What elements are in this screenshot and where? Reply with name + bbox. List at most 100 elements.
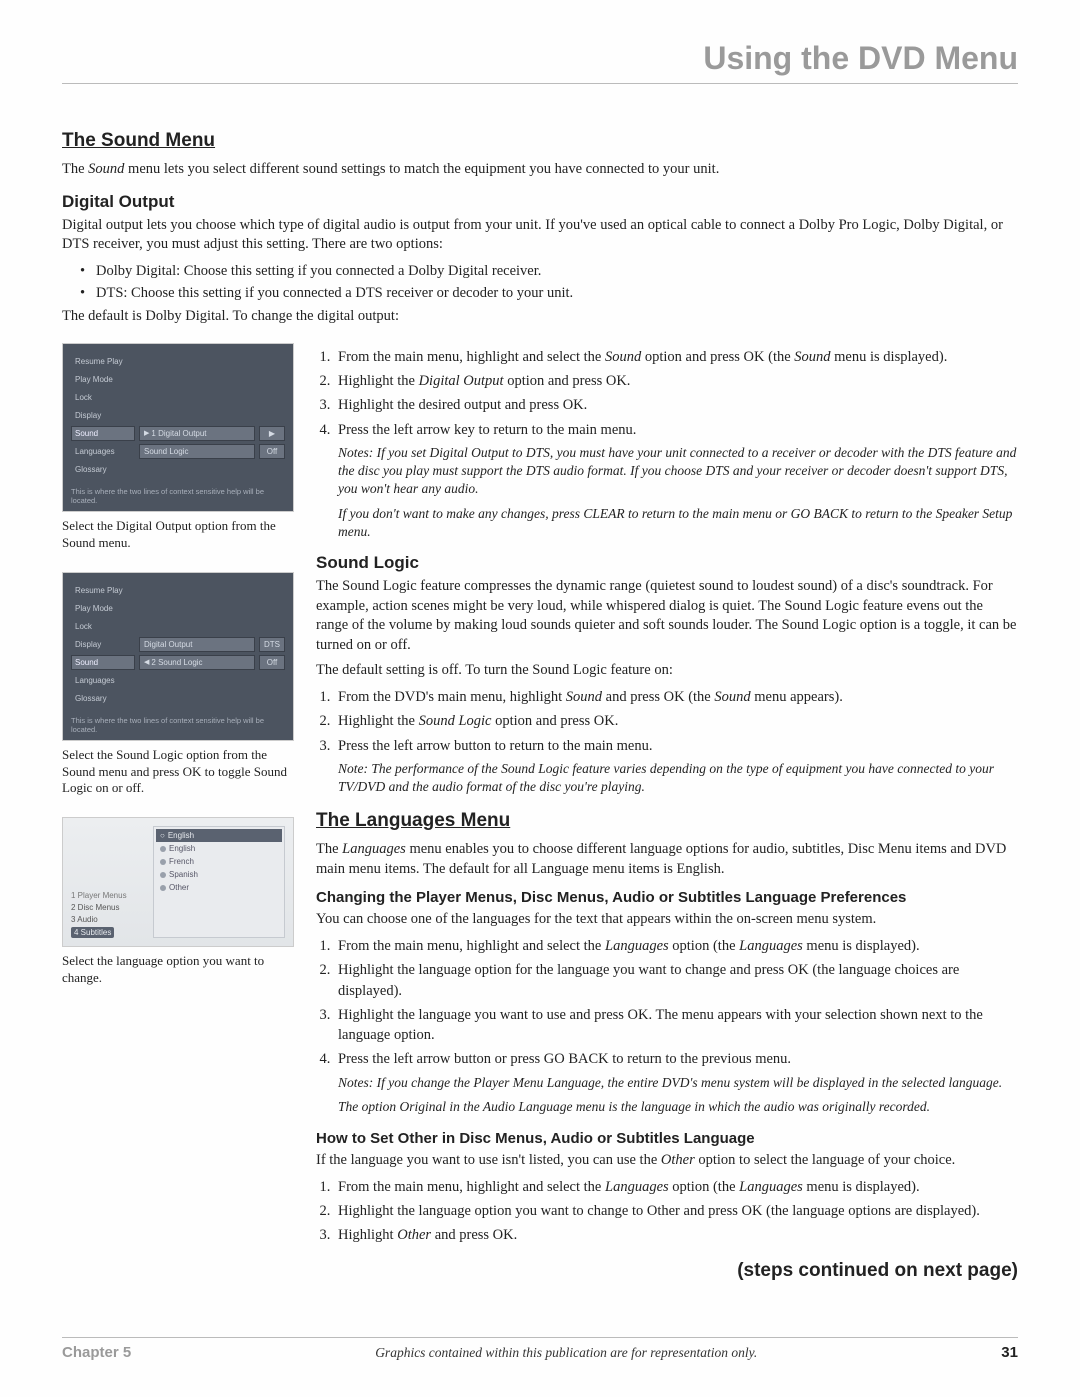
t: option (the [669, 938, 739, 954]
t: Languages [342, 841, 406, 857]
opt: ◀2 Sound Logic [139, 655, 255, 670]
step: From the main menu, highlight and select… [334, 347, 1018, 367]
other-lang-heading: How to Set Other in Disc Menus, Audio or… [316, 1130, 1018, 1147]
t: Sound Logic [419, 713, 492, 729]
t: English [168, 831, 194, 840]
t: Highlight [338, 1227, 397, 1243]
m-sel: Sound [71, 655, 135, 670]
caption-digital: Select the Digital Output option from th… [62, 518, 294, 552]
m: Glossary [71, 691, 135, 706]
t: The [62, 161, 88, 177]
screenshot-languages: 1 Player Menus 2 Disc Menus 3 Audio 4 Su… [62, 817, 294, 947]
t: Highlight the [338, 713, 419, 729]
opt: Other [156, 881, 282, 894]
m: Display [71, 637, 135, 652]
t: and press OK. [431, 1227, 517, 1243]
t: option (the [669, 1179, 739, 1195]
page-footer: Chapter 5 Graphics contained within this… [62, 1337, 1018, 1361]
lang-p2: You can choose one of the languages for … [316, 910, 1018, 930]
m: Languages [71, 673, 135, 688]
logic-p2: The default setting is off. To turn the … [316, 661, 1018, 681]
opt: Digital Output [139, 637, 255, 652]
step: From the DVD's main menu, highlight Soun… [334, 687, 1018, 707]
val: Off [259, 444, 285, 459]
step: Highlight the language option you want t… [334, 1201, 1018, 1221]
t: Languages [605, 1179, 669, 1195]
m: Resume Play [71, 354, 135, 369]
step: Press the left arrow key to return to th… [334, 420, 1018, 440]
hdr: ○English [156, 829, 282, 842]
val: ▶ [259, 426, 285, 441]
t: menu is displayed). [831, 349, 948, 365]
t: French [169, 857, 194, 866]
step: Highlight the desired output and press O… [334, 395, 1018, 415]
page-banner: Using the DVD Menu [62, 40, 1018, 84]
opt: French [156, 855, 282, 868]
val: Off [259, 655, 285, 670]
m-sel: Sound [71, 426, 135, 441]
lang-p1: The Languages menu enables you to choose… [316, 840, 1018, 879]
step: Highlight the Sound Logic option and pre… [334, 711, 1018, 731]
t: Sound [88, 161, 124, 177]
step: Highlight Other and press OK. [334, 1225, 1018, 1245]
m: Lock [71, 390, 135, 405]
step: Highlight the Digital Output option and … [334, 371, 1018, 391]
arrow-icon: ◀ [144, 658, 149, 666]
t: 2 Disc Menus [71, 903, 119, 912]
screenshot-sound-logic: Resume Play Play Mode Lock Display Digit… [62, 572, 294, 741]
t: Languages [605, 938, 669, 954]
caption-lang: Select the language option you want to c… [62, 953, 294, 987]
m: Lock [71, 619, 135, 634]
t: Highlight the [338, 373, 419, 389]
t: menu appears). [751, 689, 843, 705]
step: Highlight the language you want to use a… [334, 1005, 1018, 1046]
footer-disclaimer: Graphics contained within this publicati… [375, 1345, 757, 1361]
chapter-label: Chapter 5 [62, 1344, 131, 1361]
t: Spanish [169, 870, 198, 879]
t: Sound [566, 689, 602, 705]
t: English [169, 844, 195, 853]
m: 3 Audio [71, 915, 147, 924]
t: 3 Audio [71, 915, 98, 924]
t: Other [169, 883, 189, 892]
t: 1 Digital Output [151, 429, 206, 438]
lang-steps: From the main menu, highlight and select… [334, 936, 1018, 1070]
opt: Spanish [156, 868, 282, 881]
t: From the main menu, highlight and select… [338, 938, 605, 954]
caption-logic: Select the Sound Logic option from the S… [62, 747, 294, 798]
step: Press the left arrow button to return to… [334, 736, 1018, 756]
digital-p2: The default is Dolby Digital. To change … [62, 307, 1018, 327]
digital-p1: Digital output lets you choose which typ… [62, 216, 1018, 255]
m: Resume Play [71, 583, 135, 598]
m: 2 Disc Menus [71, 903, 147, 912]
digital-bullets: Dolby Digital: Choose this setting if yo… [80, 261, 1018, 304]
t: 4 Subtitles [71, 927, 114, 938]
step: From the main menu, highlight and select… [334, 1177, 1018, 1197]
dot-icon [160, 885, 166, 891]
step: Highlight the language option for the la… [334, 960, 1018, 1001]
t: 1 Player Menus [71, 891, 127, 900]
page-number: 31 [1001, 1344, 1018, 1361]
t: Digital Output [419, 373, 504, 389]
note: The option Original in the Audio Languag… [338, 1098, 1018, 1116]
note: Notes: If you change the Player Menu Lan… [338, 1074, 1018, 1092]
t: option and press OK (the [641, 349, 794, 365]
other-steps: From the main menu, highlight and select… [334, 1177, 1018, 1246]
help-text: This is where the two lines of context s… [71, 716, 285, 734]
sound-logic-heading: Sound Logic [316, 553, 1018, 573]
sound-menu-heading: The Sound Menu [62, 130, 1018, 152]
step: From the main menu, highlight and select… [334, 936, 1018, 956]
t: Other [661, 1152, 695, 1168]
note: Notes: If you set Digital Output to DTS,… [338, 444, 1018, 499]
m: Languages [71, 444, 135, 459]
digital-output-heading: Digital Output [62, 192, 1018, 212]
t: Languages [739, 938, 803, 954]
opt: ▶1 Digital Output [139, 426, 255, 441]
t: option to select the language of your ch… [695, 1152, 956, 1168]
t: Sound [605, 349, 641, 365]
circle-icon: ○ [160, 831, 165, 840]
dot-icon [160, 872, 166, 878]
sound-intro: The Sound menu lets you select different… [62, 160, 1018, 180]
t: option and press OK. [504, 373, 631, 389]
logic-p1: The Sound Logic feature compresses the d… [316, 577, 1018, 655]
